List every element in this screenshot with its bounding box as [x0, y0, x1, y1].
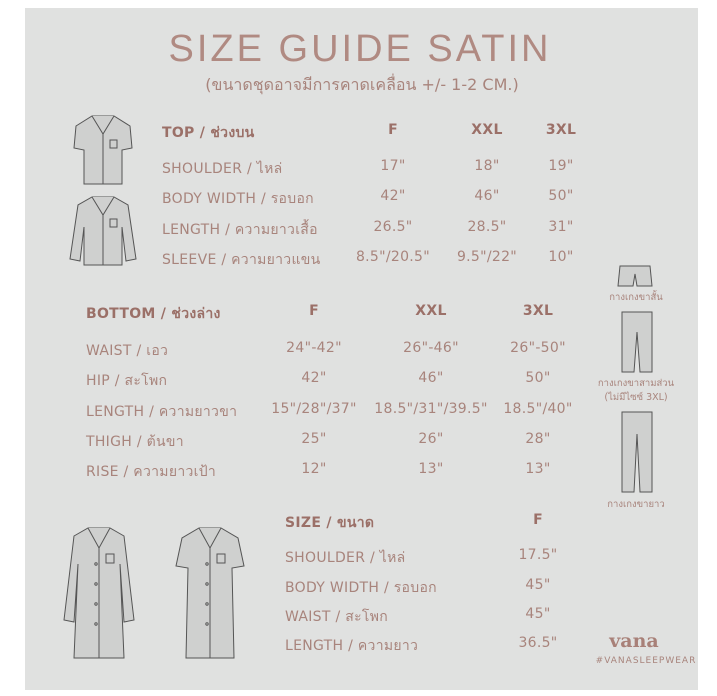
cell-value: 19"	[548, 158, 574, 174]
size-header: F	[388, 122, 398, 138]
size-header: XXL	[415, 303, 447, 319]
three-quarter-note: (ไม่มีไซซ์ 3XL)	[604, 392, 668, 403]
short-sleeve-shirt-illustration	[73, 115, 133, 185]
size-header: 3XL	[522, 303, 554, 319]
row-label: LENGTH / ความยาวขา	[86, 404, 238, 420]
cell-value: 15"/28"/37"	[271, 401, 357, 417]
cell-value: 42"	[380, 188, 406, 204]
row-label: BODY WIDTH / รอบอก	[285, 580, 437, 596]
subtitle: (ขนาดชุดอาจมีการคาดเคลื่อน +/- 1-2 CM.)	[205, 75, 519, 94]
cell-value: 26.5"	[373, 219, 413, 235]
cell-value: 26"-50"	[510, 340, 566, 356]
three-quarter-pants-label: กางเกงขาสามส่วน	[597, 378, 675, 389]
row-label: WAIST / สะโพก	[285, 609, 389, 625]
long-pants-label: กางเกงขายาว	[607, 499, 665, 510]
cell-value: 10"	[548, 249, 574, 265]
shorts-label: กางเกงขาสั้น	[609, 292, 663, 303]
cell-value: 13"	[418, 461, 444, 477]
cell-value: 18.5"/40"	[503, 401, 573, 417]
cell-value: 28.5"	[467, 219, 507, 235]
cell-value: 46"	[474, 188, 500, 204]
three-quarter-pants-illustration	[621, 311, 653, 373]
cell-value: 25"	[301, 431, 327, 447]
cell-value: 18"	[474, 158, 500, 174]
cell-value: 9.5"/22"	[456, 249, 518, 265]
cell-value: 12"	[301, 461, 327, 477]
row-label: LENGTH / ความยาว	[285, 638, 419, 654]
cell-value: 28"	[525, 431, 551, 447]
cell-value: 8.5"/20.5"	[355, 249, 431, 265]
cell-value: 50"	[525, 370, 551, 386]
dress-header: SIZE / ขนาด	[285, 515, 375, 531]
row-label: THIGH / ต้นขา	[86, 434, 184, 450]
size-guide-card	[25, 8, 698, 690]
cell-value: 17.5"	[518, 547, 558, 563]
shorts-illustration	[617, 265, 653, 287]
cell-value: 36.5"	[518, 635, 558, 651]
top-header: TOP / ช่วงบน	[162, 125, 255, 141]
size-header: F	[533, 512, 543, 528]
cell-value: 31"	[548, 219, 574, 235]
short-sleeve-dress-illustration	[175, 527, 245, 659]
cell-value: 50"	[548, 188, 574, 204]
cell-value: 24"-42"	[286, 340, 342, 356]
long-pants-illustration	[621, 411, 653, 493]
row-label: BODY WIDTH / รอบอก	[162, 191, 314, 207]
page-title: SIZE GUIDE SATIN	[168, 28, 552, 70]
row-label: LENGTH / ความยาวเสื้อ	[162, 222, 318, 238]
cell-value: 45"	[525, 606, 551, 622]
size-header: XXL	[471, 122, 503, 138]
size-header: F	[309, 303, 319, 319]
cell-value: 13"	[525, 461, 551, 477]
row-label: SHOULDER / ไหล่	[162, 161, 283, 177]
brand-hashtag: #VANASLEEPWEAR	[595, 656, 697, 666]
cell-value: 26"-46"	[403, 340, 459, 356]
cell-value: 45"	[525, 577, 551, 593]
row-label: HIP / สะโพก	[86, 373, 168, 389]
cell-value: 26"	[418, 431, 444, 447]
cell-value: 46"	[418, 370, 444, 386]
cell-value: 42"	[301, 370, 327, 386]
cell-value: 18.5"/31"/39.5"	[374, 401, 488, 417]
brand-logo: vana	[609, 630, 659, 652]
row-label: SLEEVE / ความยาวแขน	[162, 252, 321, 268]
long-sleeve-shirt-illustration	[69, 196, 137, 266]
row-label: SHOULDER / ไหล่	[285, 550, 406, 566]
row-label: WAIST / เอว	[86, 343, 169, 359]
long-sleeve-dress-illustration	[63, 527, 135, 659]
cell-value: 17"	[380, 158, 406, 174]
row-label: RISE / ความยาวเป้า	[86, 464, 217, 480]
bottom-header: BOTTOM / ช่วงล่าง	[86, 306, 221, 322]
size-header: 3XL	[545, 122, 577, 138]
